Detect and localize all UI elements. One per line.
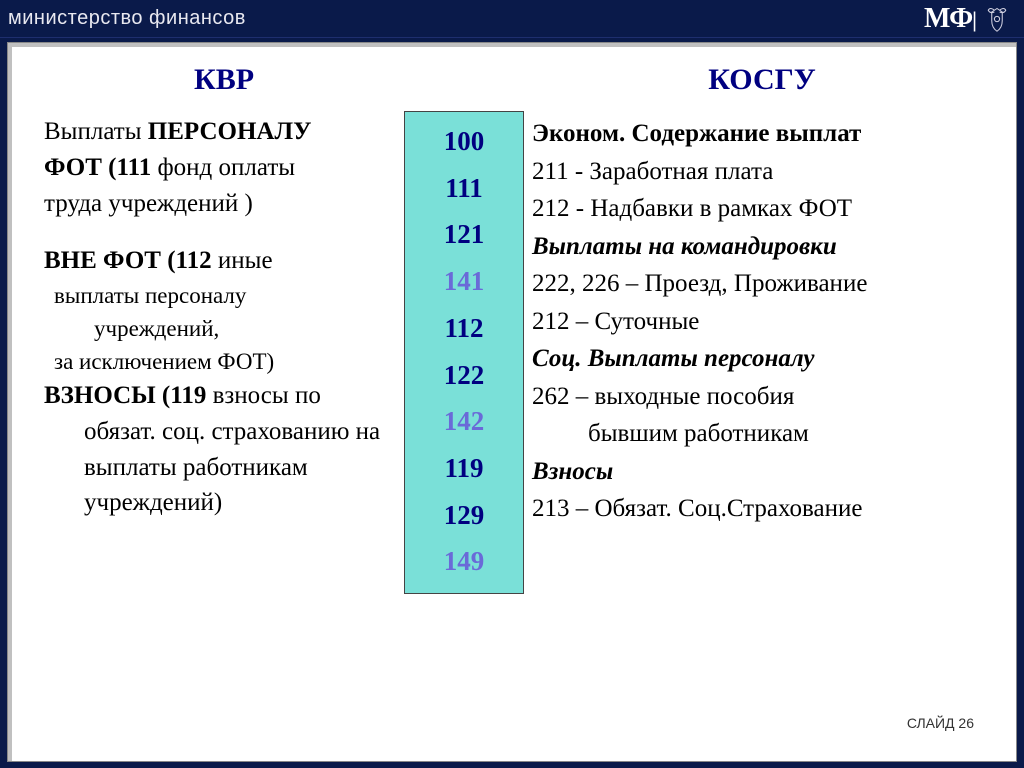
text-bold: ПЕРСОНАЛУ <box>148 118 312 145</box>
text: за исключением ФОТ) <box>54 349 274 374</box>
kosgu-line: Соц. Выплаты персоналу <box>532 340 984 378</box>
text-bold: ФОТ (111 <box>44 154 157 181</box>
kvr-line: ВНЕ ФОТ (112 иные <box>44 244 404 278</box>
kosgu-line: 222, 226 – Проезд, Проживание <box>532 265 984 303</box>
numbers-column: 100 111 121 141 112 122 142 119 129 149 <box>404 115 524 594</box>
text: учреждений, <box>94 316 219 341</box>
kosgu-line: бывшим работникам <box>532 415 984 453</box>
text-bold: ВНЕ ФОТ (112 <box>44 247 218 274</box>
kvr-column: Выплаты ПЕРСОНАЛУ ФОТ (111 фонд оплаты т… <box>44 115 404 594</box>
right-column-title: КОСГУ <box>532 63 992 97</box>
code-number: 112 <box>405 305 523 352</box>
kvr-line: учреждений, <box>44 313 404 344</box>
text: иные <box>218 247 273 274</box>
kvr-line: труда учреждений ) <box>44 187 404 221</box>
header-bar: министерство финансов МФ| <box>0 0 1024 38</box>
text-bold: ВЗНОСЫ (119 <box>44 382 213 409</box>
code-number: 129 <box>405 492 523 539</box>
kosgu-line: 212 – Суточные <box>532 303 984 341</box>
text: обязат. соц. страхованию на <box>84 418 380 445</box>
logo-mf-letters: МФ <box>924 3 972 34</box>
kvr-line: за исключением ФОТ) <box>44 346 404 377</box>
kosgu-line: Эконом. Содержание выплат <box>532 115 984 153</box>
kvr-line: Выплаты ПЕРСОНАЛУ <box>44 115 404 149</box>
text: фонд оплаты <box>157 154 295 181</box>
slide-body: КВР КОСГУ Выплаты ПЕРСОНАЛУ ФОТ (111 фон… <box>7 42 1017 762</box>
kvr-line: ВЗНОСЫ (119 взносы по <box>44 379 404 413</box>
kvr-line: обязат. соц. страхованию на <box>44 415 404 449</box>
slide-number: СЛАЙД 26 <box>907 715 974 731</box>
kosgu-line: Выплаты на командировки <box>532 228 984 266</box>
logo-text: МФ| <box>924 3 976 35</box>
emblem-icon <box>982 4 1012 34</box>
column-headers: КВР КОСГУ <box>44 63 992 97</box>
kvr-line: учреждений) <box>44 486 404 520</box>
content-row: Выплаты ПЕРСОНАЛУ ФОТ (111 фонд оплаты т… <box>44 115 992 594</box>
code-number: 100 <box>405 118 523 165</box>
left-column-title: КВР <box>44 63 404 97</box>
header-logo-group: МФ| <box>924 3 1012 35</box>
kosgu-line: 211 - Заработная плата <box>532 153 984 191</box>
code-number: 149 <box>405 538 523 585</box>
text: труда учреждений ) <box>44 190 253 217</box>
code-number: 141 <box>405 258 523 305</box>
code-number: 122 <box>405 352 523 399</box>
kosgu-line: 262 – выходные пособия <box>532 378 984 416</box>
text: учреждений) <box>84 489 222 516</box>
spacer <box>44 222 404 244</box>
kvr-line: выплаты персоналу <box>44 280 404 311</box>
kosgu-column: Эконом. Содержание выплат 211 - Заработн… <box>524 115 984 594</box>
code-number: 119 <box>405 445 523 492</box>
kvr-line: выплаты работникам <box>44 451 404 485</box>
code-number: 121 <box>405 211 523 258</box>
ministry-title: министерство финансов <box>8 7 246 30</box>
kosgu-line: 212 - Надбавки в рамках ФОТ <box>532 190 984 228</box>
kvr-line: ФОТ (111 фонд оплаты <box>44 151 404 185</box>
numbers-box: 100 111 121 141 112 122 142 119 129 149 <box>404 111 524 594</box>
logo-separator: | <box>972 7 976 32</box>
code-number: 111 <box>405 165 523 212</box>
code-number: 142 <box>405 398 523 445</box>
text: взносы по <box>213 382 321 409</box>
text: выплаты персоналу <box>54 283 246 308</box>
text: выплаты работникам <box>84 454 308 481</box>
text: Выплаты <box>44 118 148 145</box>
kosgu-line: Взносы <box>532 453 984 491</box>
kosgu-line: 213 – Обязат. Соц.Страхование <box>532 490 984 528</box>
